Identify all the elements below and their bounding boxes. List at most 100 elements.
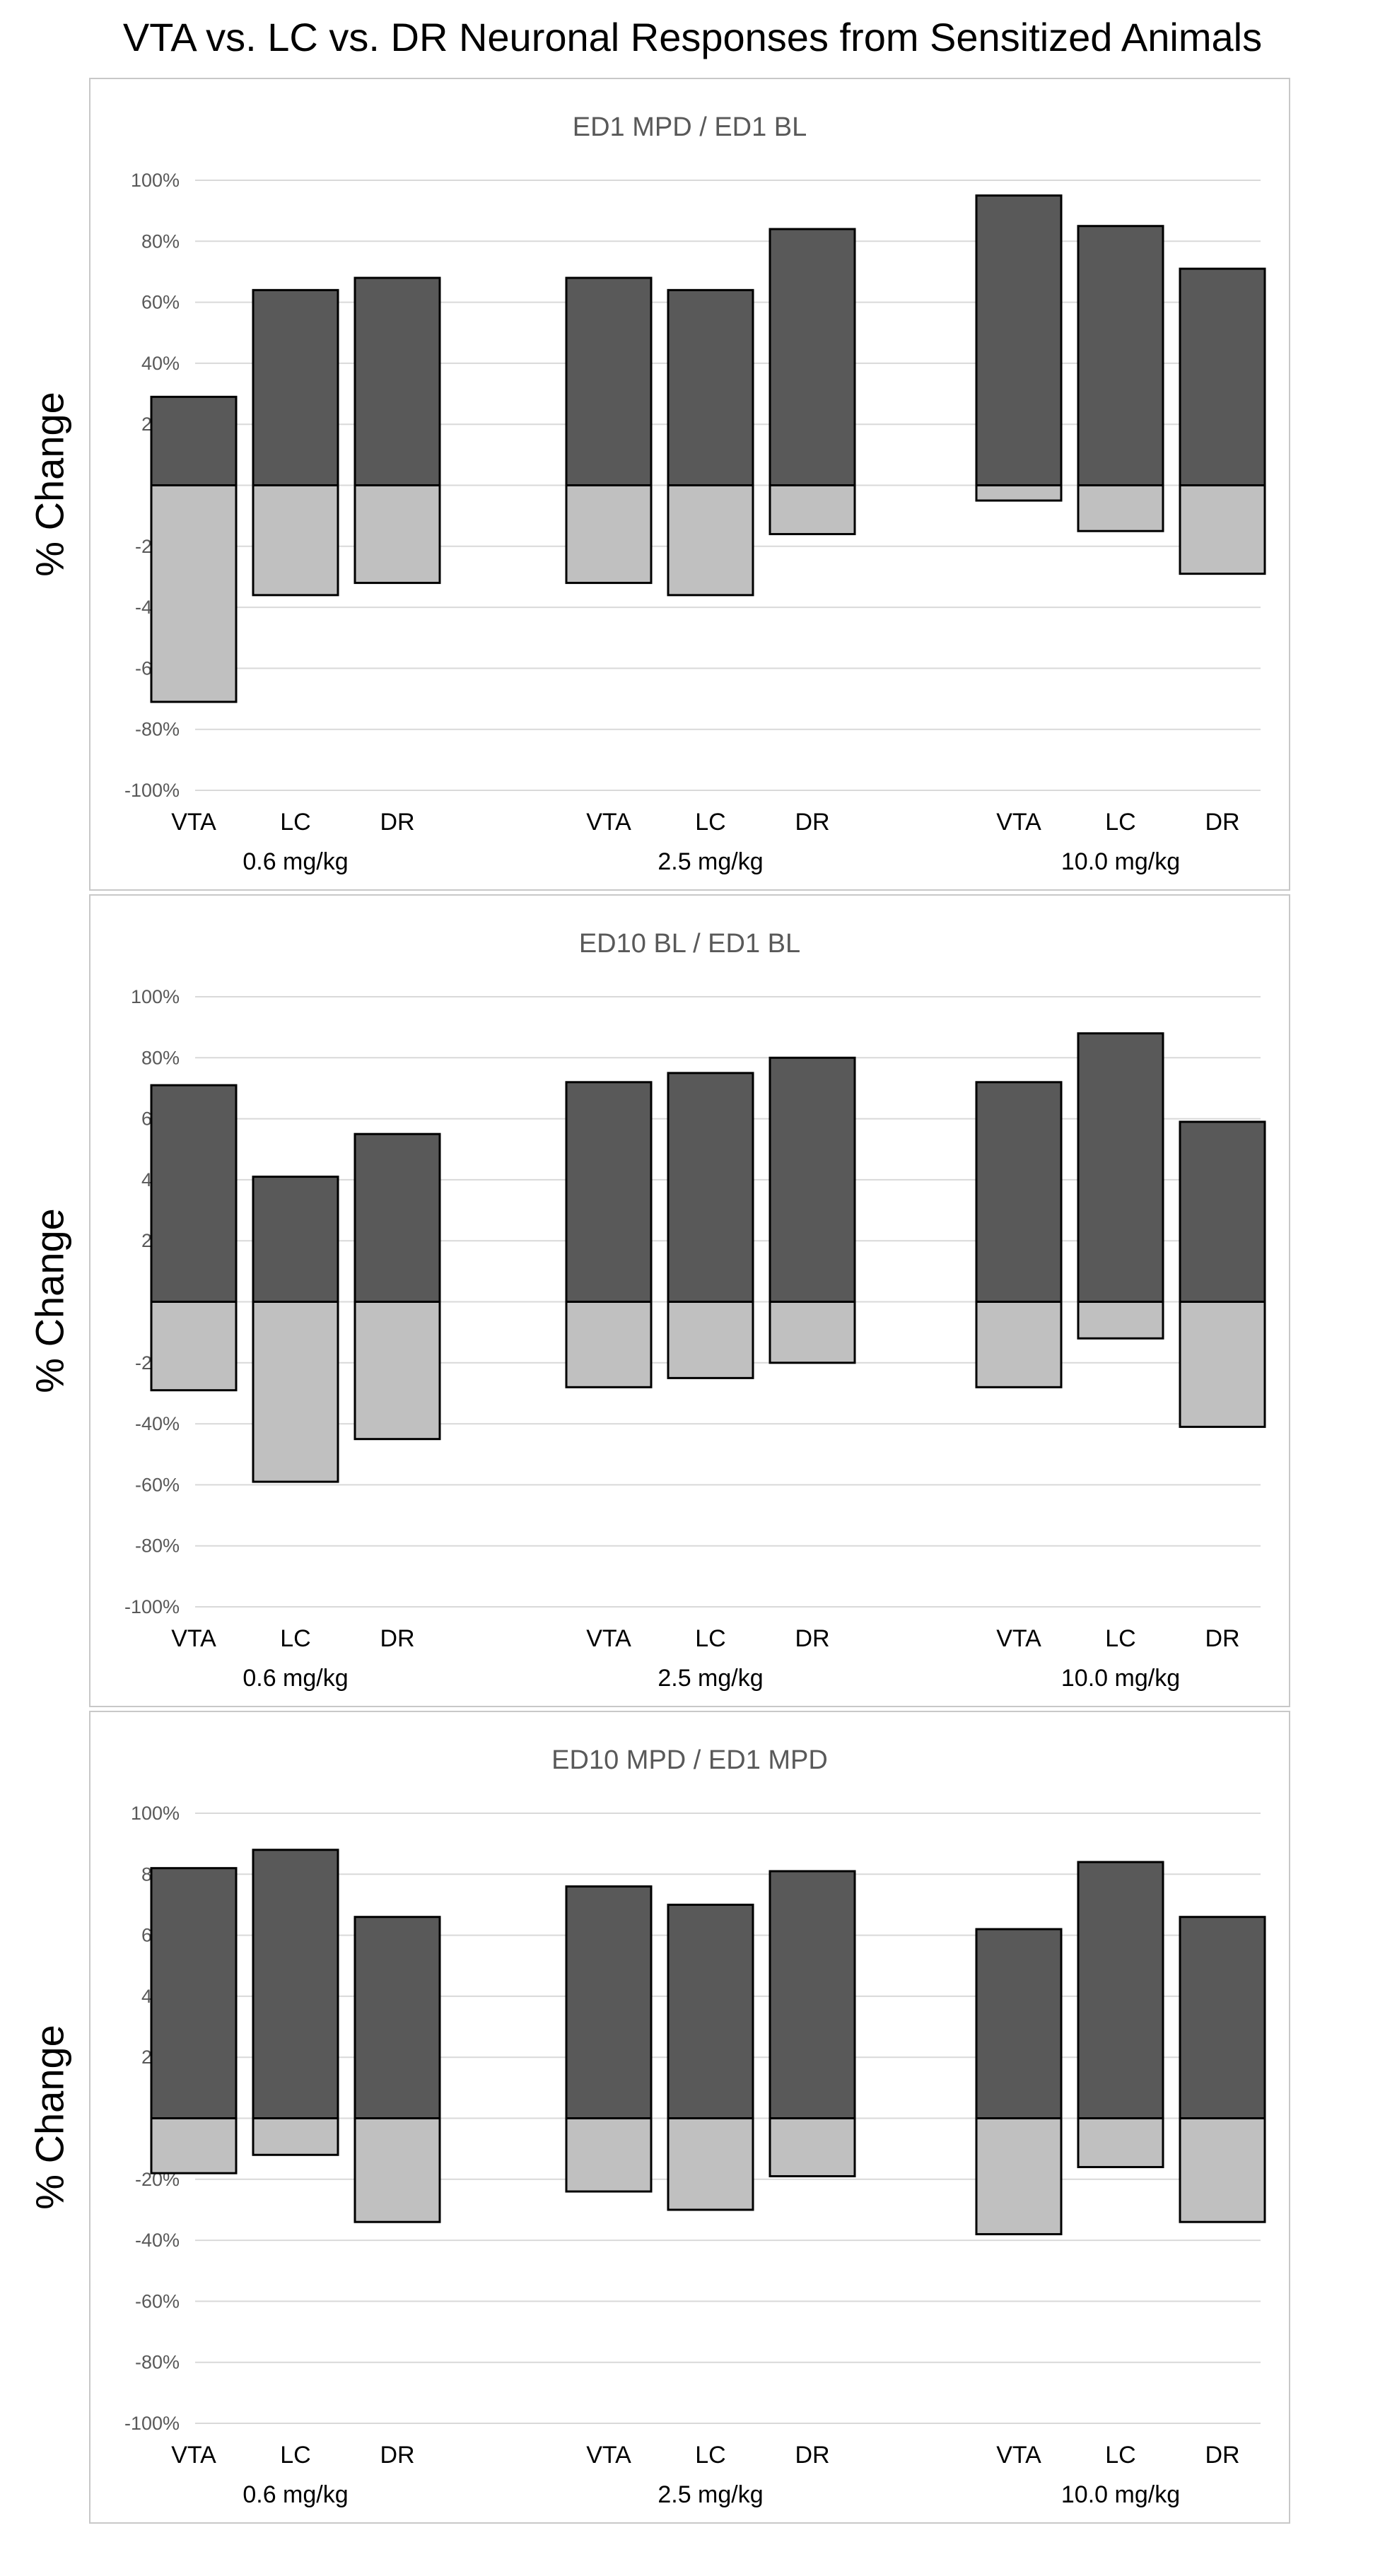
x-category-label: VTA xyxy=(586,2442,631,2469)
x-category-label: VTA xyxy=(996,1625,1041,1652)
bar-decrease-dr xyxy=(353,1301,441,1441)
y-axis-label-1: % Change xyxy=(14,78,85,891)
y-tick-label: -80% xyxy=(135,2352,180,2373)
x-category-label: DR xyxy=(380,809,414,836)
bar-decrease-lc xyxy=(1077,1301,1164,1340)
chart-svg-2: ED10 BL / ED1 BL100%80%60%40%20%0%-20%-4… xyxy=(124,929,1266,1692)
bar-increase-vta xyxy=(565,1885,653,2119)
chart-panel-3: ED10 MPD / ED1 MPD100%80%60%40%20%0%-20%… xyxy=(89,1711,1290,2524)
x-group-label: 2.5 mg/kg xyxy=(658,2481,763,2508)
bar-decrease-vta xyxy=(565,484,653,585)
bar-increase-dr xyxy=(353,1132,441,1303)
x-group-label: 2.5 mg/kg xyxy=(658,1665,763,1692)
bar-increase-dr xyxy=(1179,267,1266,486)
x-group-label: 10.0 mg/kg xyxy=(1061,2481,1180,2508)
bar-increase-lc xyxy=(667,288,754,486)
bar-increase-vta xyxy=(150,1084,238,1303)
y-tick-label: 80% xyxy=(141,230,180,252)
x-category-label: DR xyxy=(380,1625,414,1652)
y-tick-label: -60% xyxy=(135,2290,180,2312)
x-category-label: LC xyxy=(280,809,310,836)
bar-increase-vta xyxy=(150,395,238,486)
chart-panel-1: ED1 MPD / ED1 BL100%80%60%40%20%0%-20%-4… xyxy=(89,78,1290,891)
x-group-label: 2.5 mg/kg xyxy=(658,848,763,875)
chart-title: ED10 MPD / ED1 MPD xyxy=(551,1745,828,1775)
x-category-label: VTA xyxy=(586,1625,631,1652)
bar-increase-vta xyxy=(975,1081,1063,1303)
bar-decrease-vta xyxy=(975,1301,1063,1388)
x-category-label: DR xyxy=(1205,1625,1239,1652)
bar-decrease-dr xyxy=(1179,1301,1266,1428)
bar-increase-vta xyxy=(565,1081,653,1303)
y-axis-label-text: % Change xyxy=(27,1208,72,1393)
chart-svg-3: ED10 MPD / ED1 MPD100%80%60%40%20%0%-20%… xyxy=(124,1745,1266,2508)
y-tick-label: -80% xyxy=(135,719,180,740)
x-category-label: LC xyxy=(695,1625,725,1652)
y-axis-label-text: % Change xyxy=(27,2025,72,2210)
x-group-label: 0.6 mg/kg xyxy=(242,2481,348,2508)
bar-decrease-dr xyxy=(1179,2117,1266,2223)
x-category-label: VTA xyxy=(171,1625,216,1652)
x-category-label: LC xyxy=(280,2442,310,2469)
bar-increase-lc xyxy=(1077,1861,1164,2119)
bar-decrease-vta xyxy=(565,1301,653,1388)
bar-decrease-lc xyxy=(252,484,339,597)
bar-decrease-vta xyxy=(565,2117,653,2193)
y-tick-label: 40% xyxy=(141,353,180,374)
y-tick-label: -100% xyxy=(124,2413,180,2434)
x-category-label: DR xyxy=(1205,809,1239,836)
bar-increase-dr xyxy=(769,228,856,486)
bar-decrease-vta xyxy=(975,484,1063,502)
bar-decrease-lc xyxy=(1077,484,1164,532)
bar-increase-dr xyxy=(1179,1916,1266,2119)
x-category-label: VTA xyxy=(171,809,216,836)
bar-increase-dr xyxy=(769,1056,856,1304)
x-category-label: VTA xyxy=(586,809,631,836)
bar-increase-dr xyxy=(1179,1120,1266,1304)
bar-decrease-lc xyxy=(1077,2117,1164,2169)
x-group-label: 0.6 mg/kg xyxy=(242,1665,348,1692)
bar-increase-vta xyxy=(150,1867,238,2119)
y-tick-label: -40% xyxy=(135,1413,180,1434)
y-axis-label-text: % Change xyxy=(27,392,72,577)
chart-title: ED1 MPD / ED1 BL xyxy=(573,112,807,142)
bar-increase-lc xyxy=(1077,225,1164,486)
bar-increase-vta xyxy=(975,194,1063,486)
bar-increase-lc xyxy=(1077,1032,1164,1303)
y-axis-label-2: % Change xyxy=(14,894,85,1707)
y-tick-label: -100% xyxy=(124,780,180,801)
y-tick-label: -60% xyxy=(135,1474,180,1495)
chart-title: ED10 BL / ED1 BL xyxy=(579,929,800,959)
bar-decrease-lc xyxy=(667,1301,754,1379)
bar-decrease-dr xyxy=(769,1301,856,1364)
bar-increase-lc xyxy=(252,1176,339,1303)
bar-decrease-dr xyxy=(353,484,441,585)
bar-increase-dr xyxy=(353,276,441,486)
y-tick-label: 80% xyxy=(141,1047,180,1068)
bar-increase-lc xyxy=(667,1903,754,2119)
y-tick-label: -80% xyxy=(135,1535,180,1557)
x-group-label: 0.6 mg/kg xyxy=(242,848,348,875)
bar-decrease-lc xyxy=(252,1301,339,1483)
bar-decrease-dr xyxy=(769,2117,856,2177)
x-category-label: DR xyxy=(380,2442,414,2469)
bar-increase-vta xyxy=(975,1928,1063,2119)
figure-title: VTA vs. LC vs. DR Neuronal Responses fro… xyxy=(122,15,1263,59)
x-category-label: LC xyxy=(1105,809,1135,836)
x-category-label: LC xyxy=(1105,1625,1135,1652)
bar-increase-vta xyxy=(565,276,653,486)
bar-decrease-dr xyxy=(1179,484,1266,575)
bar-decrease-vta xyxy=(150,2117,238,2174)
x-category-label: LC xyxy=(1105,2442,1135,2469)
x-category-label: DR xyxy=(795,1625,829,1652)
x-category-label: DR xyxy=(795,2442,829,2469)
y-tick-label: 60% xyxy=(141,292,180,313)
x-category-label: DR xyxy=(795,809,829,836)
bar-increase-lc xyxy=(252,1849,339,2119)
bar-decrease-vta xyxy=(150,484,238,703)
bar-increase-lc xyxy=(667,1072,754,1303)
bar-decrease-lc xyxy=(667,2117,754,2211)
bar-decrease-dr xyxy=(353,2117,441,2223)
y-tick-label: 100% xyxy=(131,986,180,1007)
y-tick-label: -40% xyxy=(135,2230,180,2251)
